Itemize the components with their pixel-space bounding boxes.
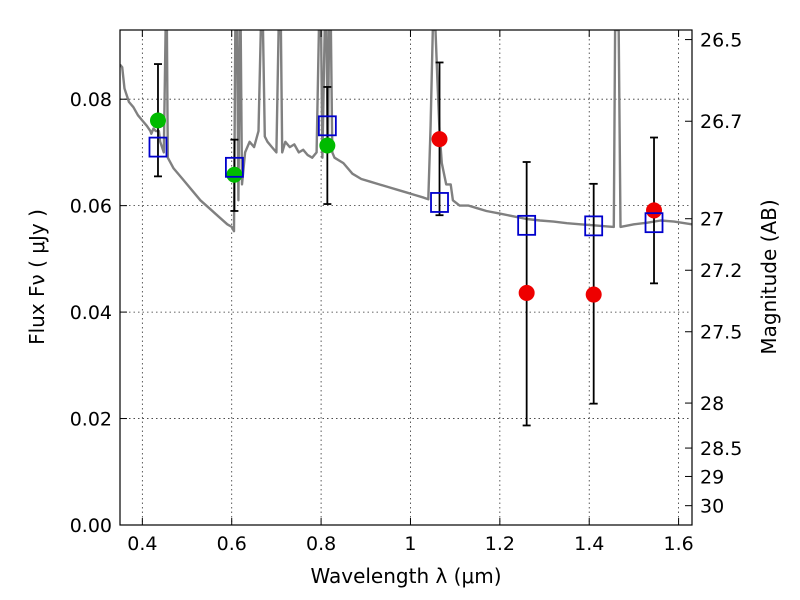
- model-point: [224, 156, 244, 178]
- right-tick-label: 27.2: [700, 260, 742, 282]
- right-tick-label: 26.5: [700, 30, 742, 52]
- right-tick-label: 29: [700, 466, 724, 488]
- y-tick-label: 0.02: [70, 409, 112, 431]
- data-point: [226, 166, 243, 183]
- model-point: [317, 115, 337, 137]
- x-tick-label: 1.6: [663, 533, 693, 555]
- data-point: [518, 284, 535, 301]
- model-point: [644, 212, 664, 234]
- y-tick-label: 0.00: [70, 515, 112, 537]
- right-tick-label: 28: [700, 393, 724, 415]
- series-layer: [120, 30, 692, 427]
- y-axis-right-label: Magnitude (AB): [757, 199, 781, 354]
- data-point: [585, 286, 602, 303]
- x-tick-label: 1.4: [574, 533, 604, 555]
- right-tick-label: 26.7: [700, 111, 742, 133]
- model-spectrum-line: [120, 30, 692, 233]
- right-tick-label: 27: [700, 209, 724, 231]
- y-tick-label: 0.06: [70, 196, 112, 218]
- y-tick-label: 0.04: [70, 302, 112, 324]
- right-tick-label: 27.5: [700, 322, 742, 344]
- x-tick-label: 1.2: [485, 533, 515, 555]
- x-axis-label: Wavelength λ (μm): [310, 564, 501, 588]
- model-point: [584, 215, 604, 237]
- data-point: [646, 202, 663, 219]
- data-point: [431, 131, 448, 148]
- model-point: [148, 136, 168, 158]
- plot-frame: [119, 29, 693, 526]
- y-tick-label: 0.08: [70, 89, 112, 111]
- model-point: [517, 214, 537, 236]
- right-tick-label: 28.5: [700, 438, 742, 460]
- right-tick-label: 30: [700, 496, 724, 518]
- x-tick-label: 1: [404, 533, 416, 555]
- model-point: [430, 192, 449, 213]
- x-tick-label: 0.8: [306, 533, 336, 555]
- grid-lines: [120, 30, 692, 526]
- x-tick-label: 0.4: [127, 533, 157, 555]
- y-axis-label: Flux Fν ( μJy ): [25, 209, 49, 345]
- x-tick-label: 0.6: [217, 533, 247, 555]
- axis-ticks: 0.4 0.6 0.8 1 1.2 1.4 1.6 0.00 0.02 0.04 0.06 0.08 2…: [70, 30, 743, 555]
- data-point: [319, 137, 336, 154]
- data-point: [149, 112, 166, 129]
